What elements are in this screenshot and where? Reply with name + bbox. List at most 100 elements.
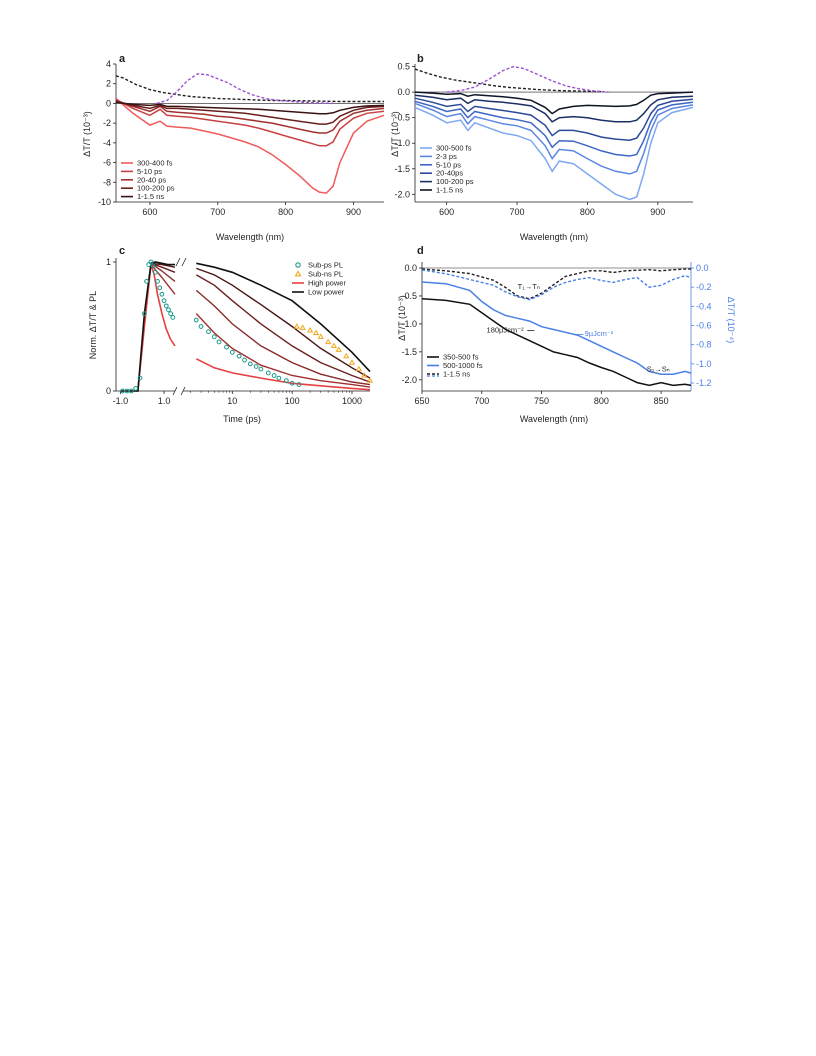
d-legend-label-0: 350-500 fs — [443, 353, 479, 362]
d-annotation-high-fluence: 180µJcm⁻² — [487, 325, 525, 334]
b-dashed-overlay-0 — [414, 68, 602, 93]
c-sub-ns-pl-point — [299, 324, 306, 330]
b-y-tick-label: 0.0 — [397, 87, 410, 97]
d-y-tick-label-right: -1.0 — [696, 359, 712, 369]
d-x-tick-label: 850 — [654, 396, 669, 406]
b-series-line-1 — [414, 102, 694, 175]
xlabel-a: Wavelength (nm) — [216, 232, 284, 242]
c-legend-marker-1 — [294, 270, 302, 277]
d-dashed-overlay-0 — [421, 268, 691, 300]
d-y-tick-label-right: -1.2 — [696, 378, 712, 388]
d-series-line-0 — [421, 298, 692, 387]
c-sub-ps-pl-point — [163, 303, 169, 309]
a-legend-label-4: 1-1.5 ns — [137, 192, 164, 201]
c-sub-ps-pl-point — [229, 349, 235, 355]
b-dashed-overlay-1 — [446, 65, 609, 93]
c-sub-ps-pl-point — [236, 353, 242, 359]
c-sub-ps-pl-point — [211, 334, 217, 340]
b-legend-label-3: 20-40ps — [436, 169, 463, 178]
c-intermediate-line-1 — [195, 289, 371, 386]
c-series-line-0 — [195, 358, 371, 391]
d-x-tick-label: 700 — [474, 396, 489, 406]
d-dashed-overlay-1 — [421, 269, 692, 301]
c-sub-ns-pl-point — [306, 326, 314, 333]
c-sub-ps-pl-point — [242, 357, 247, 363]
panel-label-b: b — [417, 53, 424, 65]
c-sub-ps-pl-point — [170, 315, 176, 320]
c-x-tick-label: 10 — [227, 396, 237, 406]
a-legend-label-2: 20-40 ps — [137, 175, 166, 184]
c-x-tick-label: 1.0 — [158, 396, 171, 406]
a-legend-label-1: 5-10 ps — [137, 167, 162, 176]
c-sub-ps-pl-point — [157, 285, 163, 291]
b-y-tick-label: -1.0 — [394, 138, 410, 148]
a-y-tick-label: -8 — [103, 177, 111, 187]
a-series-line-4 — [115, 101, 385, 115]
c-sub-ps-pl-point — [144, 278, 149, 284]
b-y-tick-label: -1.5 — [394, 164, 410, 174]
panel-label-a: a — [119, 53, 126, 65]
d-y-tick-label-right: -0.8 — [696, 340, 712, 350]
panel-a: a 600 700 800 900 4 2 0 -2 -4 -6 -8 -10 300-400 fs5-… — [82, 53, 385, 242]
c-sub-ns-pl-point — [366, 377, 374, 383]
c-sub-ps-pl-point — [289, 380, 295, 386]
c-sub-ps-pl-point — [276, 375, 282, 381]
b-y-tick-label: -2.0 — [394, 189, 410, 199]
c-sub-ns-pl-point — [355, 365, 362, 372]
c-sub-ps-pl-point — [224, 344, 229, 350]
c-sub-ns-pl-point — [343, 352, 350, 359]
c-sub-ps-pl-point — [137, 375, 143, 381]
d-legend-label-2: 1-1.5 ns — [443, 370, 470, 379]
ylabel-d-left: ΔT/T (10⁻³) — [397, 295, 407, 341]
d-annotation-s1-sn: S₁→Sₙ — [647, 364, 670, 373]
a-y-tick-label: 0 — [106, 98, 111, 108]
c-legend-label-2: High power — [308, 279, 346, 288]
a-series-line-1 — [115, 98, 385, 147]
c-intermediate-line-0 — [150, 264, 176, 295]
c-sub-ns-pl-point — [361, 372, 368, 378]
c-x-tick-label: 1000 — [342, 396, 362, 406]
c-sub-ns-pl-point — [348, 359, 356, 365]
c-sub-ns-pl-point — [335, 346, 342, 352]
d-x-tick-label: 650 — [414, 396, 429, 406]
c-sub-ps-pl-point — [124, 388, 130, 394]
c-x-tick-label: 100 — [285, 396, 300, 406]
c-sub-ps-pl-point — [198, 324, 204, 329]
c-sub-ns-pl-point — [293, 323, 301, 329]
d-x-tick-label: 800 — [594, 396, 609, 406]
a-y-tick-label: -2 — [103, 118, 111, 128]
b-x-tick-label: 600 — [439, 207, 454, 217]
c-sub-ps-pl-point — [142, 311, 147, 317]
c-sub-ps-pl-point — [133, 386, 139, 391]
c-sub-ps-pl-point — [120, 388, 125, 394]
a-legend-label-0: 300-400 fs — [137, 159, 173, 168]
c-intermediate-line-3 — [196, 267, 371, 379]
ylabel-b: ΔT/T (10⁻³) — [390, 111, 400, 157]
c-sub-ps-pl-point — [161, 298, 167, 304]
plot-d: 650 700 750 800 850 0.0 -0.5 -1.0 -1.5 -2.0 0.0 -0.… — [401, 262, 712, 406]
b-series-line-3 — [414, 97, 694, 141]
a-legend-label-3: 100-200 ps — [137, 184, 175, 193]
c-sub-ps-pl-point — [166, 307, 171, 313]
plot-b: 600 700 800 900 0.5 0.0 -0.5 -1.0 -1.5 -2.0 300-50… — [394, 62, 694, 217]
b-x-tick-label: 700 — [510, 207, 525, 217]
c-sub-ps-pl-point — [155, 278, 160, 284]
c-sub-ps-pl-point — [152, 269, 158, 275]
c-sub-ps-pl-point — [168, 311, 174, 317]
c-break-mark — [172, 386, 178, 396]
d-y-tick-label-right: 0.0 — [696, 263, 709, 273]
b-series-line-5 — [414, 91, 694, 115]
c-legend-marker-0 — [295, 262, 301, 268]
c-sub-ps-pl-point — [148, 259, 154, 265]
c-series-line-1 — [196, 262, 371, 373]
c-break-mark — [180, 386, 186, 396]
c-sub-ps-pl-point — [216, 339, 222, 345]
d-x-tick-label: 750 — [534, 396, 549, 406]
a-x-tick-label: 600 — [142, 207, 157, 217]
a-dashed-overlay-1 — [156, 73, 334, 105]
b-y-tick-label: -0.5 — [394, 113, 410, 123]
c-intermediate-line-3 — [150, 262, 176, 268]
